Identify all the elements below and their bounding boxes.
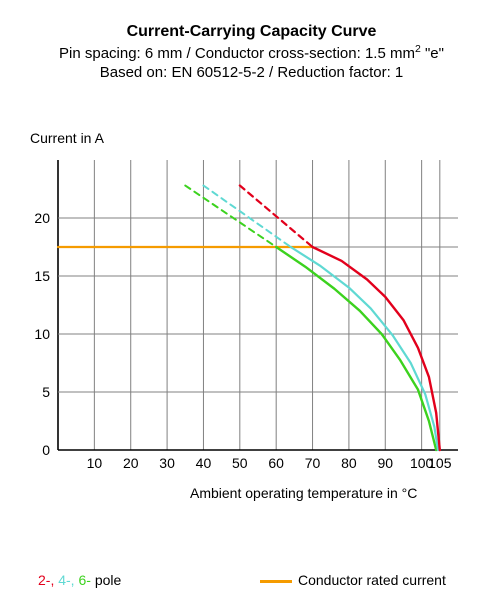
sub1-pre: Pin spacing: 6 mm / Conductor cross-sect… [59, 45, 415, 62]
legend-rated-label: Conductor rated current [298, 572, 446, 588]
legend-pole-word: pole [95, 572, 121, 588]
rated-swatch [260, 580, 292, 583]
legend-6pole: 6- [75, 572, 95, 588]
svg-text:60: 60 [268, 455, 284, 471]
svg-text:15: 15 [34, 268, 50, 284]
svg-text:20: 20 [123, 455, 139, 471]
svg-text:40: 40 [196, 455, 212, 471]
svg-text:105: 105 [428, 455, 452, 471]
chart-plot: 10203040506070809010010505101520 [24, 154, 464, 478]
legend-2pole: 2-, [38, 572, 54, 588]
chart-subtitle-2: Based on: EN 60512-5-2 / Reduction facto… [0, 63, 503, 83]
svg-text:5: 5 [42, 384, 50, 400]
svg-text:70: 70 [305, 455, 321, 471]
svg-text:10: 10 [87, 455, 103, 471]
chart-subtitle-1: Pin spacing: 6 mm / Conductor cross-sect… [0, 43, 503, 64]
svg-text:50: 50 [232, 455, 248, 471]
svg-text:80: 80 [341, 455, 357, 471]
chart-title: Current-Carrying Capacity Curve [0, 22, 503, 43]
svg-text:30: 30 [159, 455, 175, 471]
svg-text:10: 10 [34, 326, 50, 342]
legend-rated: Conductor rated current [260, 572, 446, 588]
legend-4pole: 4-, [54, 572, 74, 588]
chart-title-block: Current-Carrying Capacity Curve Pin spac… [0, 0, 503, 83]
y-axis-title: Current in A [30, 130, 104, 146]
sub1-post: "e" [421, 45, 444, 62]
svg-text:90: 90 [377, 455, 393, 471]
x-axis-title: Ambient operating temperature in °C [190, 485, 417, 501]
svg-text:20: 20 [34, 210, 50, 226]
legend-poles: 2-, 4-, 6- pole [38, 572, 121, 588]
svg-text:0: 0 [42, 442, 50, 458]
